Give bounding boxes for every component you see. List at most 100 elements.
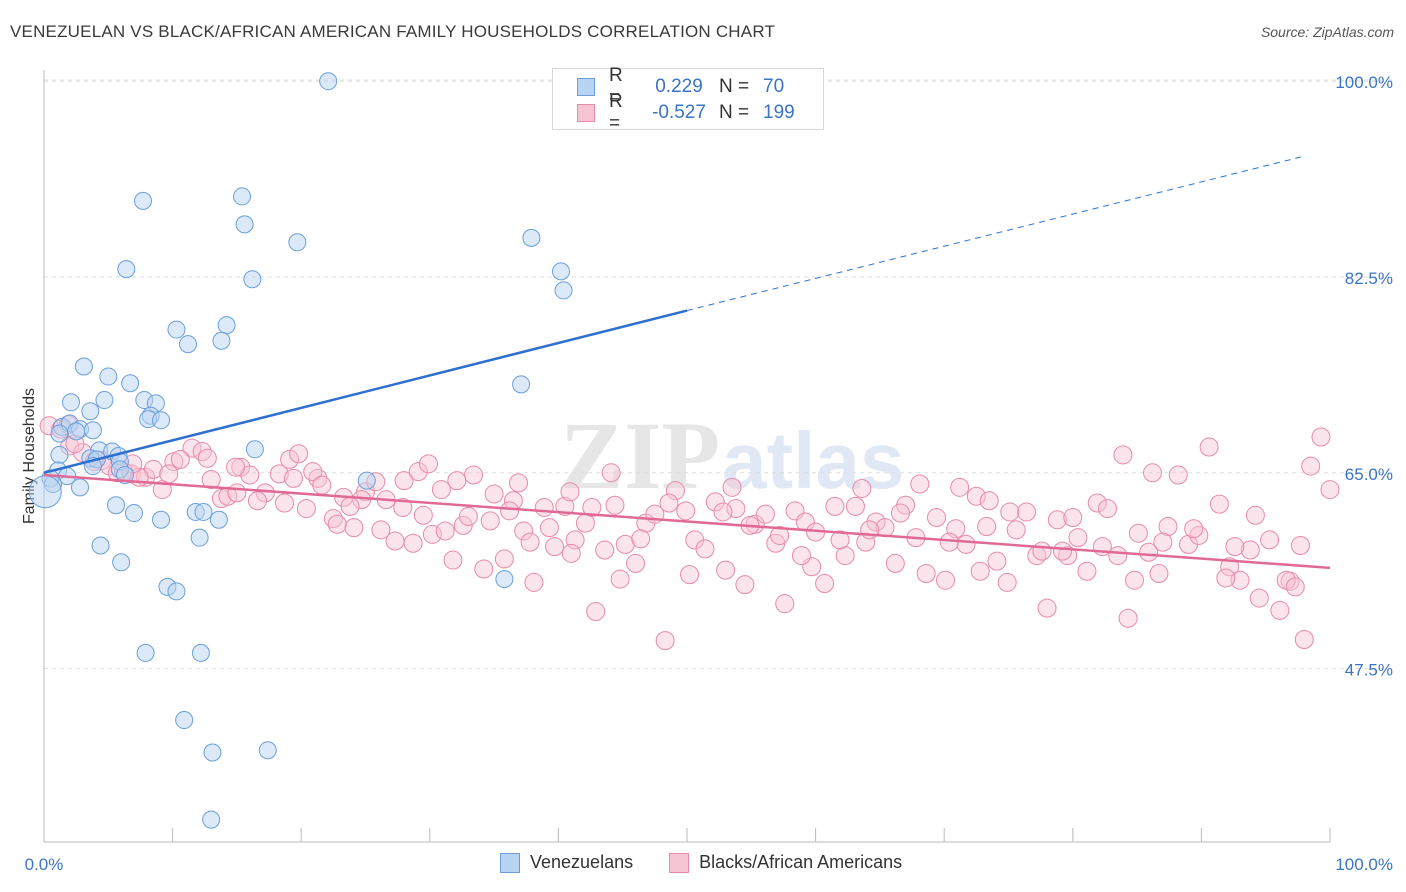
correlation-legend: R = 0.229 N = 70 R = -0.527 N = 199 [552,65,824,134]
point-venezuelans [74,357,93,376]
legend-swatch-blue [577,78,595,96]
point-venezuelans [95,391,114,410]
point-venezuelans [91,536,110,555]
point-blacks [845,496,865,516]
point-blacks [1149,563,1169,583]
point-blacks [830,530,850,550]
point-blacks [1199,437,1219,457]
point-blacks [534,497,554,517]
point-venezuelans [245,440,264,459]
point-blacks [1017,502,1037,522]
point-blacks [539,518,559,538]
point-blacks [735,575,755,595]
point-blacks [500,501,520,521]
legend-row-blacks: R = -0.527 N = 199 [577,91,795,134]
point-blacks [201,469,221,489]
point-blacks [303,462,323,482]
point-blacks [626,553,646,573]
point-venezuelans [152,510,171,529]
point-blacks [791,546,811,566]
point-blacks [227,483,247,503]
point-blacks [1270,600,1290,620]
point-blacks [447,471,467,491]
point-blacks [1230,570,1250,590]
point-blacks [1037,598,1057,618]
point-blacks [610,569,630,589]
point-venezuelans [217,316,236,335]
point-venezuelans [233,187,252,206]
point-blacks [1128,523,1148,543]
x-tick-label-end: 100.0% [1335,855,1393,874]
point-venezuelans [125,504,144,523]
point-blacks [705,492,725,512]
point-blacks [1118,608,1138,628]
point-venezuelans [62,393,81,412]
point-blacks [545,537,565,557]
point-blacks [340,496,360,516]
point-blacks [997,572,1017,592]
point-venezuelans [357,471,376,490]
point-blacks [1047,510,1067,530]
legend-r-value: -0.527 [652,102,706,123]
point-blacks [312,475,332,495]
point-blacks [1245,505,1265,525]
point-blacks [1068,528,1088,548]
point-venezuelans [67,422,86,441]
point-blacks [431,480,451,500]
point-blacks [480,511,500,531]
point-blacks [226,457,246,477]
x-tick-label-start: 0.0% [25,855,64,874]
point-blacks [926,508,946,528]
trend-line-venezuelans [43,309,688,474]
point-venezuelans [116,466,135,485]
point-blacks [464,465,484,485]
point-venezuelans [212,331,231,350]
point-venezuelans [258,741,277,760]
point-venezuelans [235,215,254,234]
point-blacks [722,477,742,497]
point-blacks [1158,516,1178,536]
point-blacks [979,491,999,511]
point-blacks [890,503,910,523]
point-blacks [1216,568,1236,588]
point-blacks [514,521,534,541]
legend-item-blacks[interactable]: Blacks/African Americans [669,852,902,873]
y-tick-label: 47.5% [1345,661,1393,680]
point-blacks [680,565,700,585]
point-blacks [1290,536,1310,556]
point-blacks [987,551,1007,571]
point-blacks [474,559,494,579]
point-blacks [655,631,675,651]
point-blacks [393,497,413,517]
point-venezuelans [554,281,573,300]
legend-n-label: N = [719,76,750,97]
point-blacks [910,474,930,494]
point-blacks [1225,537,1245,557]
point-venezuelans [134,191,153,210]
point-venezuelans [203,743,222,762]
point-venezuelans [209,510,228,529]
chart-title: VENEZUELAN VS BLACK/AFRICAN AMERICAN FAM… [10,22,776,41]
point-blacks [323,509,343,529]
point-blacks [1113,445,1133,465]
point-blacks [939,532,959,552]
series-legend: Venezuelans Blacks/African Americans [500,852,938,873]
watermark-atlas: atlas [722,416,904,505]
legend-label-blacks: Blacks/African Americans [699,852,903,872]
point-venezuelans [136,643,155,662]
point-blacks [443,550,463,570]
point-blacks [484,484,504,504]
legend-item-venezuelans[interactable]: Venezuelans [500,852,633,873]
point-blacks [1184,519,1204,539]
point-blacks [1320,480,1340,500]
point-venezuelans [121,374,140,393]
point-blacks [1032,541,1052,561]
point-venezuelans [50,424,69,443]
point-venezuelans [243,270,262,289]
point-blacks [1006,520,1026,540]
point-venezuelans [319,72,338,91]
point-blacks [726,499,746,519]
grid-lines [44,79,1395,670]
point-blacks [716,560,736,580]
legend-row-venezuelans: R = 0.229 N = 70 [577,65,784,108]
